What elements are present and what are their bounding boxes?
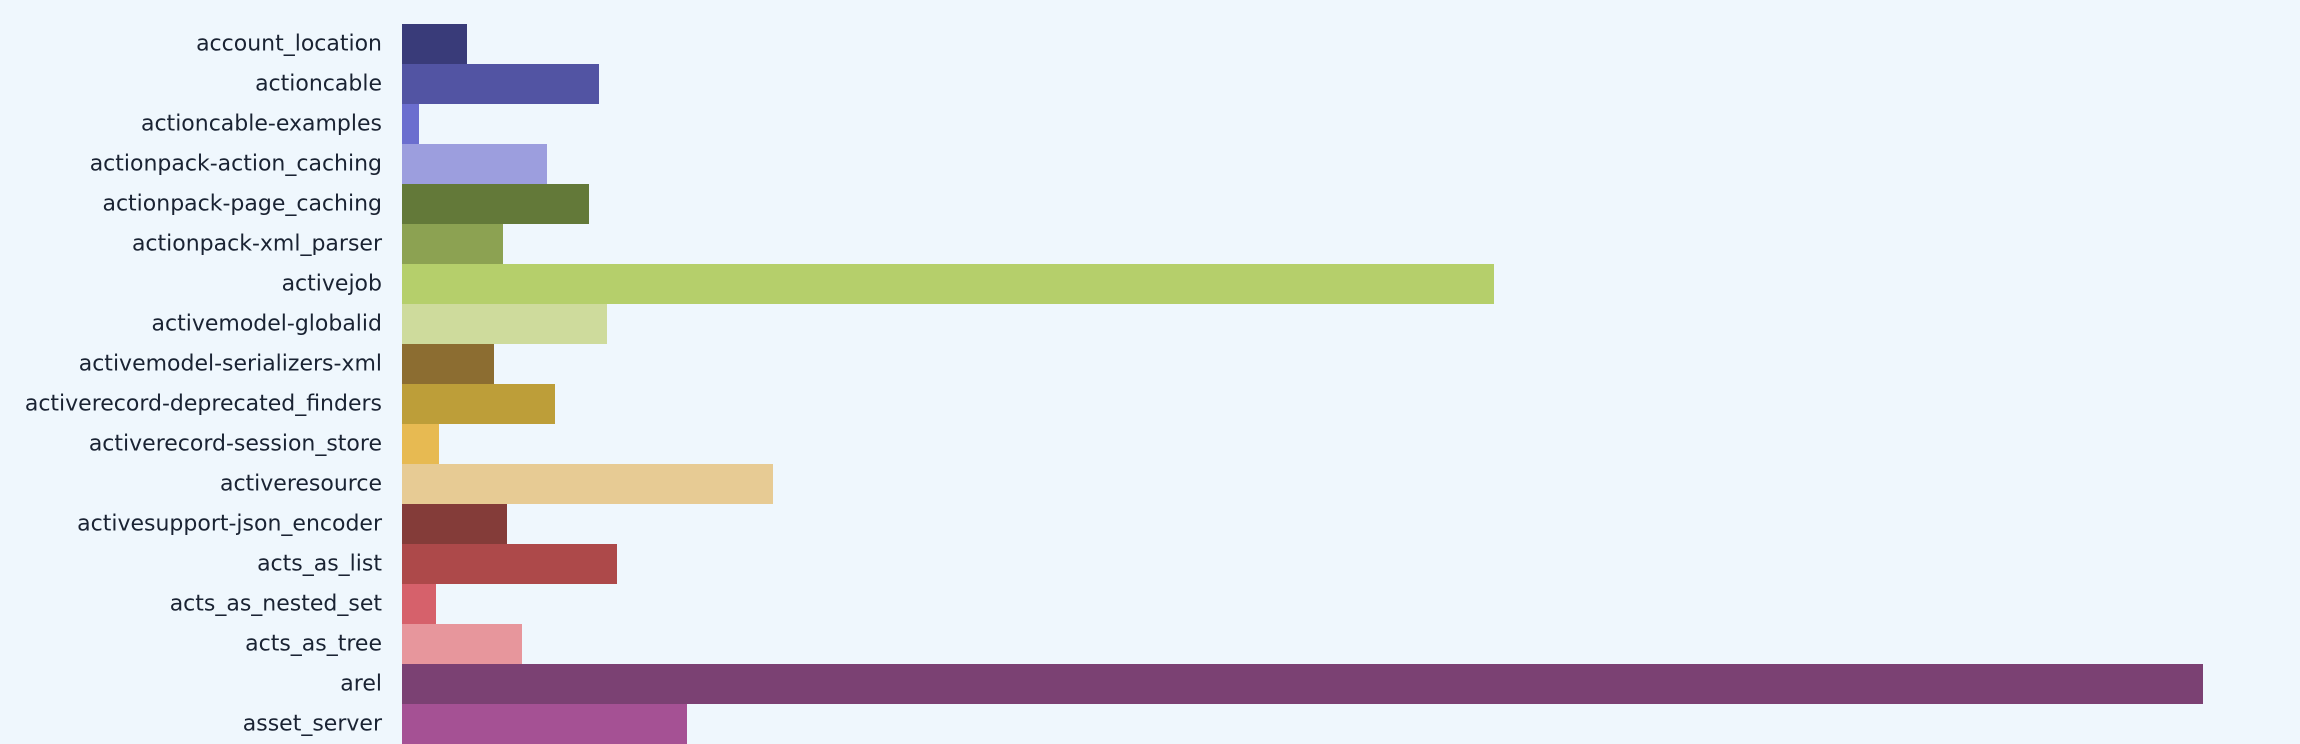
category-label-actioncable: actioncable	[255, 72, 382, 97]
category-labels-group: account_location actioncable actioncable-e…	[25, 32, 383, 737]
bar-actionpack-page_caching	[402, 184, 589, 224]
bar-activemodel-globalid	[402, 304, 607, 344]
category-label-acts_as_tree: acts_as_tree	[245, 632, 382, 657]
category-label-activerecord-deprecated_finders: activerecord-deprecated_finders	[25, 392, 382, 417]
category-label-activemodel-globalid: activemodel-globalid	[152, 312, 382, 337]
category-label-arel: arel	[340, 672, 382, 697]
category-label-account_location: account_location	[196, 32, 382, 57]
category-label-actionpack-xml_parser: actionpack-xml_parser	[132, 232, 383, 257]
bar-activejob	[402, 264, 1494, 304]
bar-account_location	[402, 24, 467, 64]
bars-group	[402, 24, 2203, 744]
bar-actionpack-action_caching	[402, 144, 547, 184]
bar-asset_server	[402, 704, 687, 744]
bar-activerecord-deprecated_finders	[402, 384, 555, 424]
category-label-activejob: activejob	[282, 272, 382, 297]
bar-activerecord-session_store	[402, 424, 439, 464]
bar-actioncable	[402, 64, 599, 104]
category-label-actionpack-action_caching: actionpack-action_caching	[90, 152, 382, 177]
bar-acts_as_list	[402, 544, 617, 584]
bar-activeresource	[402, 464, 773, 504]
category-label-actionpack-page_caching: actionpack-page_caching	[102, 192, 382, 217]
category-label-acts_as_nested_set: acts_as_nested_set	[170, 592, 383, 617]
bar-acts_as_tree	[402, 624, 522, 664]
bar-arel	[402, 664, 2203, 704]
bar-acts_as_nested_set	[402, 584, 436, 624]
category-label-actioncable-examples: actioncable-examples	[141, 112, 382, 137]
bar-actioncable-examples	[402, 104, 419, 144]
category-label-activeresource: activeresource	[220, 472, 382, 497]
category-label-activemodel-serializers-xml: activemodel-serializers-xml	[79, 352, 382, 377]
bar-activesupport-json_encoder	[402, 504, 507, 544]
category-label-asset_server: asset_server	[243, 712, 383, 737]
category-label-activesupport-json_encoder: activesupport-json_encoder	[77, 512, 383, 537]
bar-actionpack-xml_parser	[402, 224, 503, 264]
category-label-acts_as_list: acts_as_list	[257, 552, 382, 577]
category-label-activerecord-session_store: activerecord-session_store	[89, 432, 382, 457]
bar-activemodel-serializers-xml	[402, 344, 494, 384]
